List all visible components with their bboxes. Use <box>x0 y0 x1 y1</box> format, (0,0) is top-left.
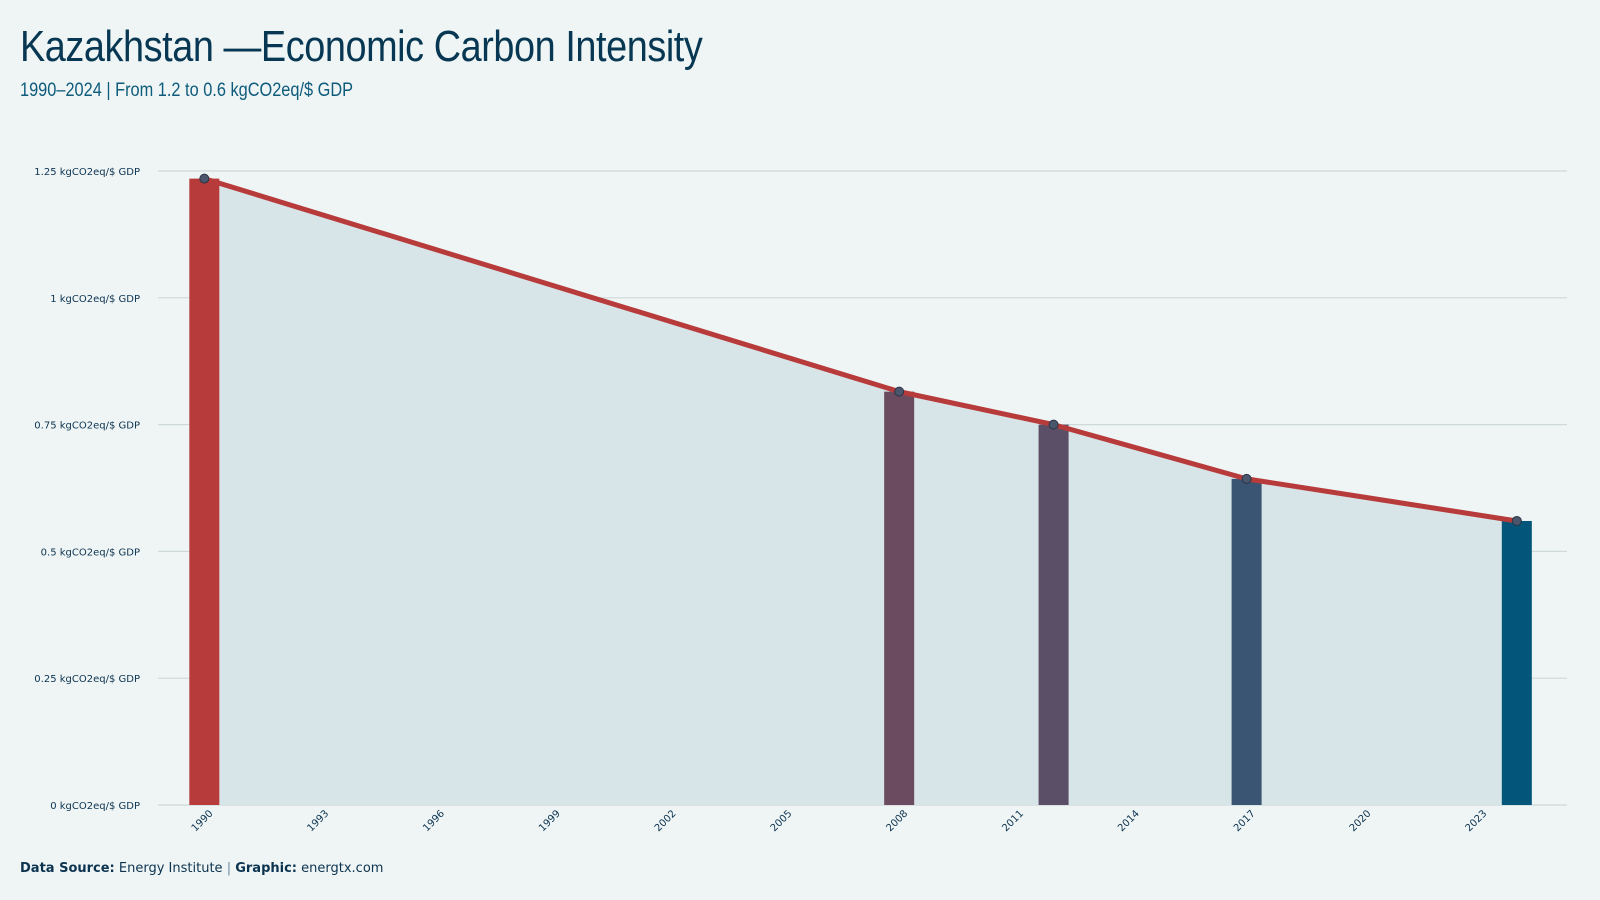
footer-separator: | <box>226 861 232 876</box>
data-point-1990 <box>199 173 210 184</box>
x-tick-label: 2005 <box>769 808 795 834</box>
bar-2012 <box>1038 424 1069 805</box>
x-tick-label: 1999 <box>537 808 563 834</box>
y-tick-label: 1.25 kgCO2eq/$ GDP <box>34 167 140 178</box>
x-tick-label: 2014 <box>1116 808 1142 834</box>
source-label: Data Source: <box>20 861 115 876</box>
area-shape <box>204 178 1517 805</box>
chart-title: Kazakhstan —Economic Carbon Intensity <box>20 22 703 71</box>
x-tick-label: 1996 <box>421 808 447 834</box>
y-tick-label: 0 kgCO2eq/$ GDP <box>50 801 140 812</box>
x-tick-label: 2020 <box>1348 808 1374 834</box>
x-tick-label: 2002 <box>653 808 679 834</box>
x-tick-label: 2017 <box>1232 808 1258 834</box>
x-tick-label: 2023 <box>1464 808 1490 834</box>
x-axis-ticks: 1990 1993 1996 1999 2002 2005 2008 2011 2014 2017… <box>190 808 1490 834</box>
x-tick-label: 2008 <box>885 808 911 834</box>
highlight-bars <box>189 178 1532 805</box>
y-axis-ticks: 0 kgCO2eq/$ GDP 0.25 kgCO2eq/$ GDP 0.5 kgC… <box>34 167 140 812</box>
y-tick-label: 0.25 kgCO2eq/$ GDP <box>34 674 140 685</box>
bar-1990 <box>189 178 220 805</box>
chart-subtitle: 1990–2024 | From 1.2 to 0.6 kgCO2eq/$ GD… <box>20 80 354 101</box>
x-tick-label: 1990 <box>190 808 216 834</box>
graphic-value: energtx.com <box>301 861 384 876</box>
data-point-2017 <box>1241 473 1252 484</box>
chart-footer: Data Source: Energy Institute | Graphic:… <box>20 861 383 876</box>
data-point-2012 <box>1048 419 1059 430</box>
y-tick-label: 0.5 kgCO2eq/$ GDP <box>41 547 140 558</box>
data-points <box>199 173 1522 526</box>
area-fill <box>204 178 1517 805</box>
data-point-2024 <box>1511 515 1522 526</box>
bar-2024 <box>1501 520 1532 805</box>
x-tick-label: 2011 <box>1000 808 1026 834</box>
y-tick-label: 1 kgCO2eq/$ GDP <box>50 294 140 305</box>
bar-2017 <box>1231 478 1262 805</box>
source-value: Energy Institute <box>118 861 223 876</box>
graphic-label: Graphic: <box>235 861 297 876</box>
data-point-2008 <box>894 386 905 397</box>
bar-2008 <box>884 391 915 805</box>
x-tick-label: 1993 <box>305 808 331 834</box>
y-tick-label: 0.75 kgCO2eq/$ GDP <box>34 421 140 432</box>
